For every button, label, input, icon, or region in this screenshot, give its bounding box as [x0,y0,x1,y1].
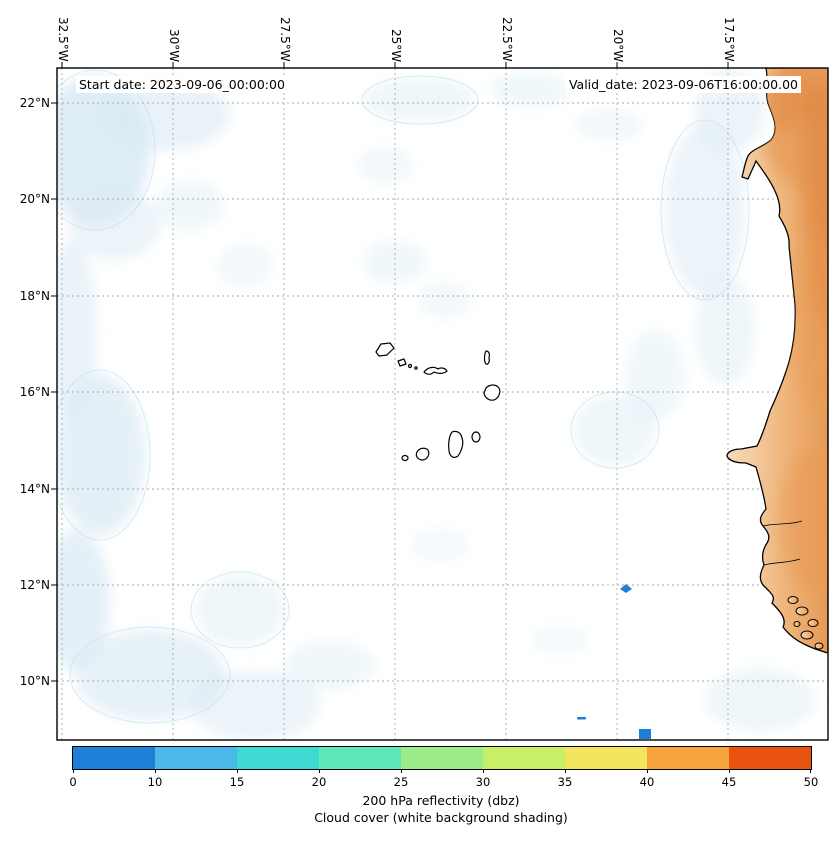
island-brava [401,454,409,462]
lat-tick-label: 20°N [19,192,50,206]
colorbar-tick-label: 20 [311,775,327,789]
colorbar-tick [810,769,811,773]
colorbar-tick [729,769,730,773]
colorbar-tick-label: 35 [557,775,573,789]
colorbar-tick [565,769,566,773]
cloud-contour-lines [57,69,750,724]
lat-tick-label: 18°N [19,289,50,303]
island-sao-vicente [397,358,407,367]
colorbar-tick-label: 10 [147,775,163,789]
colorbar-title: 200 hPa reflectivity (dbz) [362,793,520,808]
island-boa-vista [483,384,501,401]
lat-tick-label: 10°N [19,674,50,688]
island-sal [483,350,490,365]
colorbar-segment [565,747,647,769]
island-sao-nicolau [423,366,448,375]
colorbar-tick [319,769,320,773]
reflectivity-spot [639,729,651,739]
lon-tick-label: 30°W [167,28,181,62]
island-santo-antao [375,342,395,357]
colorbar-tick [237,769,238,773]
reflectivity-spot [577,717,586,720]
bijagos-islands [787,596,824,650]
lat-tick-label: 14°N [19,482,50,496]
reflectivity-spot [620,584,632,593]
colorbar-segment [155,747,237,769]
colorbar-tick [483,769,484,773]
colorbar-tick-label: 50 [803,775,819,789]
colorbar-tick-label: 0 [69,775,77,789]
cape-verde-islands [375,342,501,462]
lon-tick-label: 32.5°W [56,17,70,62]
colorbar-segment [73,747,155,769]
lat-tick-label: 16°N [19,385,50,399]
colorbar-segment [319,747,401,769]
colorbar-tick [647,769,648,773]
colorbar-tick-label: 45 [721,775,737,789]
reflectivity-spots [577,584,651,739]
lon-tick-label: 17.5°W [722,17,736,62]
gridlines [57,68,828,740]
lon-tick-label: 27.5°W [278,17,292,62]
valid-date-label: Valid_date: 2023-09-06T16:00:00.00 [565,76,801,93]
colorbar-tick-label: 30 [475,775,491,789]
start-date-label: Start date: 2023-09-06_00:00:00 [76,76,288,93]
colorbar-segment [401,747,483,769]
lon-tick-label: 22.5°W [500,17,514,62]
colorbar: 0 10 15 20 25 30 35 40 45 50 [69,746,818,789]
island-santa-luzia [407,363,413,369]
colorbar-segment [647,747,729,769]
colorbar-tick-label: 25 [393,775,409,789]
lat-tick-label: 22°N [19,96,50,110]
terrain-shading [760,68,828,590]
colorbar-subtitle: Cloud cover (white background shading) [314,810,568,825]
colorbar-tick [155,769,156,773]
plot-frame [56,67,829,741]
lon-tick-label: 20°W [611,28,625,62]
africa-landmass [726,68,828,654]
rivers [762,520,803,566]
lat-tick-label: 12°N [19,578,50,592]
colorbar-tick-label: 15 [229,775,245,789]
colorbar-segment [237,747,319,769]
colorbar-tick [73,769,74,773]
axis-ticks [51,62,729,682]
island-fogo [415,447,430,461]
lon-tick-label: 25°W [389,28,403,62]
island-santiago [448,430,464,458]
islet [414,366,418,370]
colorbar-segment [483,747,565,769]
cloud-shading-layer [57,70,815,740]
island-maio [471,431,481,443]
colorbar-tick-label: 40 [639,775,655,789]
colorbar-segment [729,747,811,769]
colorbar-tick [401,769,402,773]
